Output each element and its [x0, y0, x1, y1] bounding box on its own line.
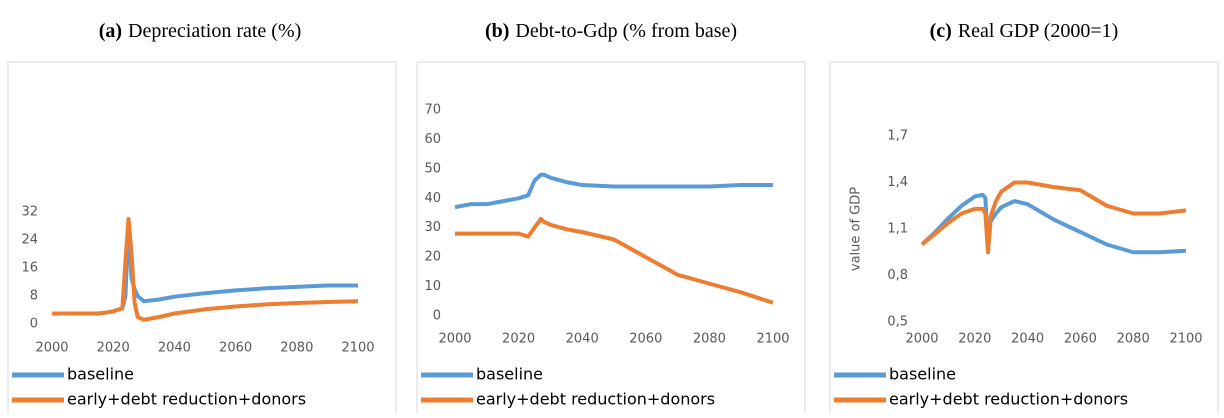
legend-label: early+debt reduction+donors: [889, 390, 1128, 409]
x-tick-label: 2020: [502, 332, 535, 347]
x-tick-label: 2080: [280, 341, 313, 356]
chart-title: (a) Depreciation rate (%): [99, 20, 302, 42]
y-tick-label: 0,8: [887, 268, 908, 283]
x-tick-label: 2100: [756, 332, 789, 347]
y-tick-label: 1,4: [887, 175, 908, 190]
series-line: [920, 180, 1187, 255]
panel-frame: [7, 61, 397, 418]
x-tick-label: 2100: [341, 341, 374, 356]
y-tick-label: 30: [424, 220, 441, 235]
y-tick-label: 0: [30, 317, 38, 332]
legend-label: baseline: [476, 365, 543, 384]
y-tick-label: 20: [424, 250, 441, 265]
x-tick-label: 2000: [35, 341, 68, 356]
y-tick-label: 50: [424, 161, 441, 176]
x-tick-label: 2040: [566, 332, 599, 347]
series-line: [455, 216, 774, 305]
y-tick-label: 32: [21, 205, 38, 220]
title-text: Depreciation rate (%): [128, 20, 301, 42]
y-tick-label: 16: [21, 261, 38, 276]
panel-label: (b): [485, 20, 509, 42]
y-tick-label: 70: [424, 103, 441, 118]
panel-label: (a): [99, 20, 122, 42]
y-tick-label: 8: [30, 289, 38, 304]
panel-label: (c): [930, 20, 952, 42]
title-text: Debt-to-Gdp (% from base): [515, 20, 737, 42]
series-line: [920, 192, 1187, 255]
x-tick-label: 2040: [158, 341, 191, 356]
series-line: [52, 220, 358, 316]
y-axis-title: value of GDP: [849, 187, 864, 271]
chart-title: (b) Debt-to-Gdp (% from base): [485, 20, 737, 42]
x-tick-label: 2080: [1117, 332, 1150, 347]
y-tick-label: 1,1: [887, 222, 908, 237]
y-tick-label: 0: [433, 309, 441, 324]
y-tick-label: 60: [424, 132, 441, 147]
chart-title: (c) Real GDP (2000=1): [930, 20, 1119, 42]
x-tick-label: 2080: [693, 332, 726, 347]
legend-label: early+debt reduction+donors: [476, 390, 715, 409]
x-tick-label: 2060: [219, 341, 252, 356]
title-text: Real GDP (2000=1): [958, 20, 1119, 42]
x-tick-label: 2000: [438, 332, 471, 347]
y-tick-label: 1,7: [887, 129, 908, 144]
x-tick-label: 2000: [905, 332, 938, 347]
x-tick-label: 2060: [629, 332, 662, 347]
x-tick-label: 2100: [1169, 332, 1202, 347]
x-tick-label: 2020: [97, 341, 130, 356]
x-tick-label: 2020: [958, 332, 991, 347]
legend-label: baseline: [67, 365, 134, 384]
series-line: [52, 217, 359, 322]
series-line: [454, 172, 773, 210]
legend-label: baseline: [889, 365, 956, 384]
x-tick-label: 2060: [1064, 332, 1097, 347]
y-tick-label: 40: [424, 191, 441, 206]
panel-frame: [416, 61, 806, 418]
legend-label: early+debt reduction+donors: [67, 390, 306, 409]
panel-frame: [829, 61, 1219, 418]
y-tick-label: 0,5: [887, 315, 908, 330]
y-tick-label: 24: [21, 233, 38, 248]
y-tick-label: 10: [424, 279, 441, 294]
x-tick-label: 2040: [1011, 332, 1044, 347]
